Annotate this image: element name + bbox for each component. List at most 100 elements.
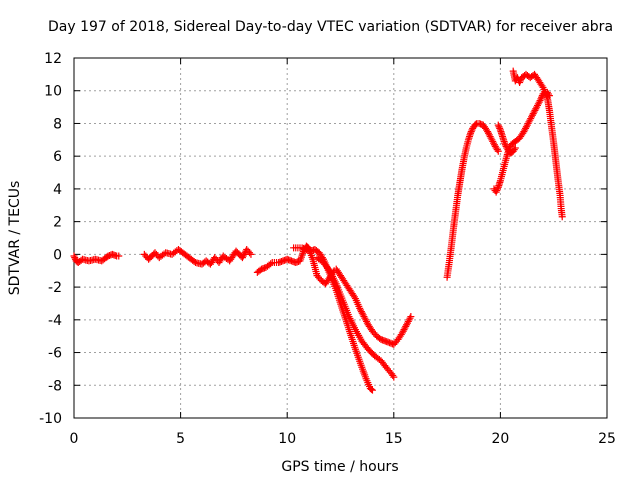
grid [74, 58, 607, 418]
data-point [350, 293, 358, 301]
data-point [399, 327, 407, 335]
y-tick-label: 12 [44, 51, 62, 67]
x-tick-label: 5 [176, 431, 185, 447]
axis-ticks: 0 5 10 15 20 25 -10 -8 -6 -4 -2 0 2 4 6 8 10 12 [39, 51, 616, 447]
series-seg9 [509, 67, 566, 221]
data-point [536, 97, 544, 105]
data-point [494, 185, 502, 193]
x-tick-label: 15 [385, 431, 403, 447]
data-point [486, 133, 494, 141]
data-point [532, 105, 540, 113]
data-point [493, 187, 501, 195]
data-point [522, 124, 530, 132]
data-point [267, 260, 275, 268]
data-point [239, 252, 247, 260]
data-point [533, 101, 541, 109]
data-point [360, 313, 368, 321]
data-point [403, 319, 411, 327]
data-point [538, 82, 546, 90]
data-point [537, 95, 545, 103]
data-point [494, 147, 502, 155]
data-point [325, 265, 333, 273]
data-point [516, 77, 524, 85]
data-point [492, 188, 500, 196]
y-tick-label: 10 [44, 84, 62, 100]
series-seg2 [140, 245, 255, 268]
data-point [516, 79, 524, 87]
data-point [528, 111, 536, 119]
data-point [398, 329, 406, 337]
data-point [403, 321, 411, 329]
data-point [501, 141, 509, 149]
y-tick-label: -10 [39, 411, 62, 427]
x-tick-label: 0 [70, 431, 79, 447]
data-point [501, 139, 509, 147]
data-point [526, 116, 534, 124]
data-markers [70, 67, 566, 394]
data-point [484, 128, 492, 136]
data-point [407, 313, 415, 321]
data-point [401, 324, 409, 332]
data-point [246, 249, 254, 257]
data-point [531, 106, 539, 114]
data-point [490, 141, 498, 149]
y-tick-label: 0 [53, 247, 62, 263]
data-point [487, 134, 495, 142]
y-tick-label: -4 [48, 313, 62, 329]
data-point [190, 257, 198, 265]
series-seg4 [290, 244, 376, 394]
data-point [528, 113, 536, 121]
data-point [467, 128, 475, 136]
data-point [527, 115, 535, 123]
plot-frame [73, 57, 608, 419]
data-point [400, 326, 408, 334]
data-point [359, 311, 367, 319]
y-tick-label: 2 [53, 215, 62, 231]
y-tick-label: 4 [53, 182, 62, 198]
data-point [361, 314, 369, 322]
data-point [358, 309, 366, 317]
y-tick-label: -8 [48, 378, 62, 394]
series-seg8 [490, 88, 553, 196]
data-point [558, 213, 566, 221]
data-point [524, 119, 532, 127]
series-seg7 [443, 119, 502, 281]
data-point [357, 308, 365, 316]
x-tick-label: 25 [598, 431, 616, 447]
data-point [402, 322, 410, 330]
data-point [363, 317, 371, 325]
x-axis-label: GPS time / hours [281, 459, 398, 475]
data-point [530, 108, 538, 116]
data-point [521, 126, 529, 134]
series-seg10 [494, 121, 519, 157]
data-point [510, 146, 518, 154]
data-point [357, 306, 365, 314]
data-point [390, 373, 398, 381]
data-point [404, 317, 412, 325]
data-point [533, 103, 541, 111]
data-point [495, 123, 503, 131]
data-point [389, 371, 397, 379]
data-point [115, 252, 123, 260]
data-point [484, 129, 492, 137]
data-point [490, 139, 498, 147]
data-point [367, 385, 375, 393]
data-point [489, 137, 497, 145]
data-point [523, 121, 531, 129]
data-point [488, 136, 496, 144]
series-seg1 [70, 250, 123, 267]
data-point [368, 386, 376, 394]
x-tick-label: 10 [278, 431, 296, 447]
data-point [406, 314, 414, 322]
data-point [511, 144, 519, 152]
data-point [70, 252, 78, 260]
data-point [71, 254, 79, 262]
y-axis-label: SDTVAR / TECUs [7, 181, 23, 296]
y-tick-label: -6 [48, 346, 62, 362]
series-seg5 [313, 254, 398, 381]
data-point [362, 316, 370, 324]
data-point [494, 121, 502, 129]
y-tick-label: 8 [53, 116, 62, 132]
x-tick-label: 20 [491, 431, 509, 447]
